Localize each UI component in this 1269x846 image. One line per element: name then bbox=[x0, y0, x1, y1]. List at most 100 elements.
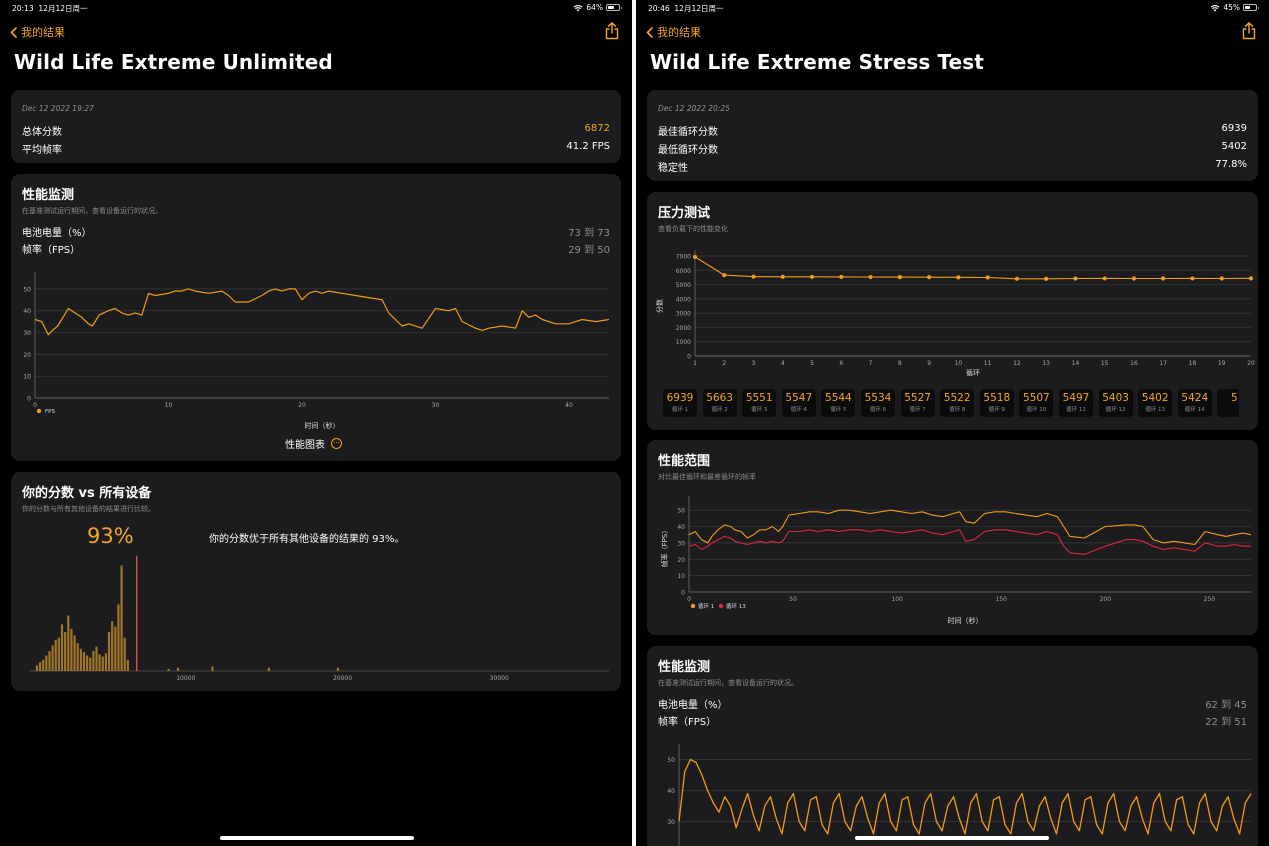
x-tick-label: 200 bbox=[1100, 596, 1112, 603]
x-tick-label: 4 bbox=[781, 360, 785, 367]
histogram-bar bbox=[60, 624, 64, 671]
battery-value: 62 到 45 bbox=[1205, 700, 1247, 711]
back-label: 我的结果 bbox=[657, 26, 701, 39]
histogram-bar bbox=[48, 651, 51, 671]
y-tick-label: 30 bbox=[677, 540, 685, 547]
loop-score-chip[interactable]: 5518 循环 9 bbox=[979, 389, 1014, 417]
loop-score-chip[interactable]: 5403 循环 12 bbox=[1098, 389, 1133, 417]
loop-score-chip[interactable]: 5544 循环 5 bbox=[821, 389, 856, 417]
loop-score: 5544 bbox=[825, 392, 852, 404]
loop-score-chip[interactable]: 5534 循环 6 bbox=[861, 389, 895, 417]
loop-score-chip[interactable]: 5551 循环 3 bbox=[742, 389, 777, 417]
loop-score-chip[interactable]: 5547 循环 4 bbox=[781, 389, 816, 417]
loop-label: 循环 2 bbox=[711, 407, 728, 413]
loop-label: 循环 10 bbox=[1026, 407, 1047, 413]
share-icon[interactable] bbox=[604, 22, 620, 40]
loop-label: 循环 14 bbox=[1184, 407, 1205, 413]
data-point bbox=[1102, 276, 1107, 281]
loop-score-chip[interactable]: 5 bbox=[1217, 389, 1239, 417]
x-tick-label: 14 bbox=[1072, 360, 1080, 367]
loop-score-chip[interactable]: 5522 循环 8 bbox=[940, 389, 975, 417]
y-tick-label: 0 bbox=[27, 396, 31, 403]
result-date: Dec 12 2022 20:25 bbox=[658, 104, 730, 113]
histogram-bar bbox=[95, 646, 98, 671]
histogram-bar bbox=[35, 665, 39, 671]
histogram-bar bbox=[111, 621, 114, 671]
loop-score-chip[interactable]: 5402 循环 13 bbox=[1138, 389, 1173, 417]
data-point bbox=[780, 274, 785, 279]
data-point bbox=[927, 275, 932, 280]
x-axis-title: 时间（秒） bbox=[948, 616, 983, 625]
y-tick-label: 40 bbox=[667, 788, 675, 795]
loop-label: 循环 1 bbox=[671, 407, 689, 413]
wifi-icon bbox=[573, 4, 583, 11]
home-indicator[interactable] bbox=[220, 836, 414, 840]
result-date: Dec 12 2022 19:27 bbox=[22, 104, 94, 113]
back-label: 我的结果 bbox=[21, 26, 65, 39]
data-point bbox=[868, 274, 873, 280]
left-screen: 20:13 12月12日周一 64% 我的结果 Wild Life Extrem… bbox=[0, 0, 632, 846]
fps-label: 帧率（FPS） bbox=[22, 245, 81, 256]
data-point bbox=[839, 274, 844, 280]
loop-label: 循环 13 bbox=[1145, 407, 1166, 413]
x-tick-label: 7 bbox=[869, 360, 873, 367]
loop-score-chip[interactable]: 6939 循环 1 bbox=[663, 389, 697, 417]
loop-label: 循环 4 bbox=[790, 407, 807, 413]
back-button[interactable]: 我的结果 bbox=[646, 24, 701, 40]
data-point bbox=[1219, 276, 1224, 281]
x-tick-label: 30 bbox=[432, 402, 440, 409]
card-title: 性能监测 bbox=[22, 188, 75, 203]
x-tick-label: 10000 bbox=[176, 675, 195, 682]
loop-label: 循环 3 bbox=[751, 407, 768, 413]
loop-score-chip[interactable]: 5424 循环 14 bbox=[1177, 389, 1212, 417]
loop-score-chip[interactable]: 5507 循环 10 bbox=[1019, 389, 1054, 417]
x-tick-label: 20 bbox=[298, 402, 306, 409]
x-tick-label: 30000 bbox=[490, 675, 509, 682]
battery-value: 73 到 73 bbox=[568, 228, 610, 239]
worst-loop-value: 5402 bbox=[1221, 141, 1247, 152]
score-label: 总体分数 bbox=[22, 127, 62, 138]
histogram-bar bbox=[67, 615, 70, 671]
x-tick-label: 2 bbox=[722, 360, 726, 367]
y-tick-label: 10 bbox=[677, 573, 685, 580]
loop-label: 循环 7 bbox=[909, 407, 926, 413]
fps-row: 帧率（FPS） 29 到 50 bbox=[22, 241, 610, 256]
stability-label: 稳定性 bbox=[658, 163, 688, 174]
histogram-bar bbox=[123, 637, 126, 671]
histogram-bar bbox=[73, 635, 76, 671]
loop-score-chip[interactable]: 5527 循环 7 bbox=[900, 389, 935, 417]
loop-label: 循环 12 bbox=[1105, 407, 1126, 413]
x-tick-label: 8 bbox=[898, 360, 902, 367]
home-indicator[interactable] bbox=[855, 836, 1049, 840]
histogram-bar bbox=[101, 656, 104, 671]
back-button[interactable]: 我的结果 bbox=[10, 24, 65, 40]
loop-score: 5424 bbox=[1181, 392, 1209, 404]
battery-label: 电池电量（%） bbox=[658, 700, 728, 711]
loop-score: 5 bbox=[1231, 392, 1238, 404]
card-subtitle: 对比最佳循环和最差循环的帧率 bbox=[658, 473, 756, 481]
histogram-bar bbox=[267, 667, 271, 671]
loop-label: 循环 11 bbox=[1066, 407, 1086, 413]
loop-score-strip[interactable]: 6939 循环 1 5663 循环 2 5551 循环 3 5547 循环 4 5544 循环 5… bbox=[663, 389, 1239, 419]
y-tick-label: 30 bbox=[23, 330, 31, 337]
loop-score: 5403 bbox=[1102, 392, 1129, 404]
battery-percent: 64% bbox=[586, 3, 603, 12]
loop-score: 5551 bbox=[745, 392, 773, 404]
histogram-bar bbox=[167, 668, 170, 671]
loop-score-chip[interactable]: 5663 循环 2 bbox=[702, 389, 737, 417]
share-icon[interactable] bbox=[1241, 22, 1257, 40]
chevron-left-icon bbox=[646, 26, 653, 38]
x-tick-label: 16 bbox=[1130, 360, 1138, 367]
histogram-bar bbox=[336, 667, 340, 671]
right-screen: 20:46 12月12日周一 45% 我的结果 Wild Life Extrem… bbox=[636, 0, 1269, 846]
histogram-bar bbox=[42, 659, 45, 671]
x-tick-label: 18 bbox=[1189, 360, 1197, 367]
legend-label: 循环 1 bbox=[698, 602, 714, 610]
performance-chart-button[interactable]: 性能图表 ··· bbox=[285, 436, 342, 451]
loop-score-chip[interactable]: 5497 循环 11 bbox=[1059, 389, 1093, 417]
legend-label: 循环 13 bbox=[726, 602, 746, 610]
x-tick-label: 19 bbox=[1218, 360, 1226, 367]
percentile-value: 93% bbox=[87, 524, 134, 548]
card-title: 压力测试 bbox=[658, 206, 711, 221]
histogram-bar bbox=[89, 657, 92, 671]
